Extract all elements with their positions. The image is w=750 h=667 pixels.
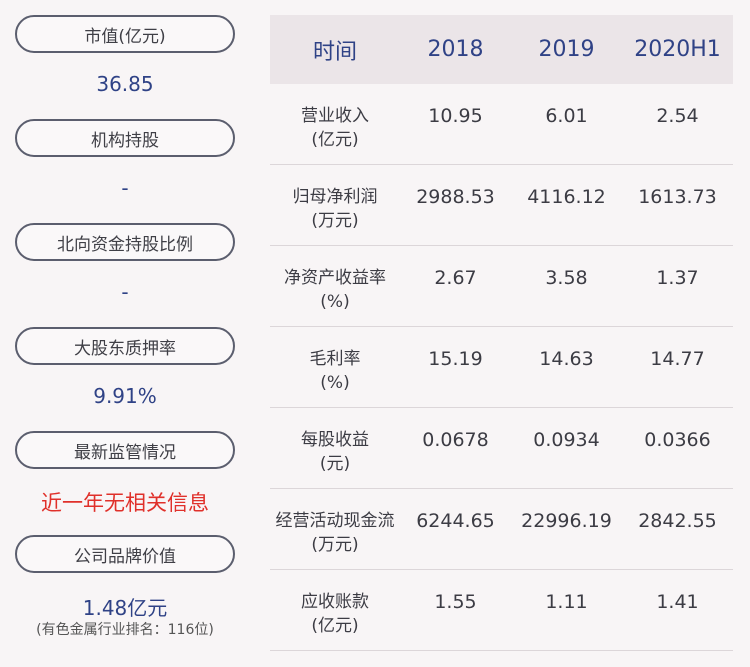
table-cell: 6.01	[545, 105, 588, 127]
table-row: 每股收益 (元) 0.0678 0.0934 0.0366	[270, 408, 733, 489]
header-2020h1: 2020H1	[634, 37, 721, 62]
row-label: 毛利率 (%)	[309, 349, 361, 393]
table-cell: 0.0366	[644, 429, 711, 451]
row-label: 应收账款 (亿元)	[301, 592, 369, 636]
table-row: 经营活动现金流 (万元) 6244.65 22996.19 2842.55	[270, 489, 733, 570]
table-cell: 22996.19	[521, 510, 612, 532]
pledge-ratio-value: 9.91%	[93, 384, 157, 408]
table-row: 营业收入 (亿元) 10.95 6.01 2.54	[270, 84, 733, 165]
table-cell: 14.77	[650, 348, 705, 370]
table-cell: 2988.53	[416, 186, 495, 208]
institutional-holding-value: -	[121, 176, 129, 200]
market-cap-label: 市值(亿元)	[15, 15, 235, 53]
row-label: 归母净利润 (万元)	[292, 187, 378, 231]
table-cell: 1.11	[545, 591, 588, 613]
row-label: 每股收益 (元)	[301, 430, 369, 474]
table-cell: 2.67	[434, 267, 477, 289]
header-period: 时间	[312, 39, 357, 65]
table-cell: 1.41	[656, 591, 699, 613]
institutional-holding-label: 机构持股	[15, 119, 235, 157]
table-cell: 0.0934	[533, 429, 600, 451]
header-2019: 2019	[538, 37, 595, 62]
table-cell: 1.55	[434, 591, 477, 613]
table-row: 净资产收益率 (%) 2.67 3.58 1.37	[270, 246, 733, 327]
table-cell: 3.58	[545, 267, 588, 289]
header-2018: 2018	[427, 37, 484, 62]
northbound-holding-label: 北向资金持股比例	[15, 223, 235, 261]
row-label: 净资产收益率 (%)	[284, 268, 386, 312]
table-cell: 6244.65	[416, 510, 495, 532]
table-cell: 0.0678	[422, 429, 489, 451]
row-label: 经营活动现金流 (万元)	[275, 511, 395, 555]
regulatory-status-value: 近一年无相关信息	[41, 491, 209, 515]
regulatory-status-label: 最新监管情况	[15, 431, 235, 469]
table-row: 毛利率 (%) 15.19 14.63 14.77	[270, 327, 733, 408]
northbound-holding-value: -	[121, 280, 129, 304]
market-cap-value: 36.85	[96, 72, 154, 96]
table-row: 应收账款 (亿元) 1.55 1.11 1.41	[270, 570, 733, 651]
table-cell: 2842.55	[638, 510, 717, 532]
table-cell: 4116.12	[527, 186, 606, 208]
table-header: 时间 2018 2019 2020H1	[270, 15, 733, 84]
brand-value-value: 1.48亿元	[82, 596, 168, 620]
table-cell: 10.95	[428, 105, 483, 127]
table-cell: 2.54	[656, 105, 699, 127]
financial-table: 时间 2018 2019 2020H1 营业收入 (亿元) 10.95 6.01 …	[270, 15, 733, 651]
table-cell: 14.63	[539, 348, 594, 370]
table-cell: 1.37	[656, 267, 699, 289]
left-panel: 市值(亿元) 36.85 机构持股 - 北向资金持股比例 - 大股东质押率 9.…	[0, 0, 250, 667]
row-label: 营业收入 (亿元)	[301, 106, 369, 150]
brand-rank-note: (有色金属行业排名：116位)	[36, 622, 214, 638]
table-cell: 1613.73	[638, 186, 717, 208]
table-row: 归母净利润 (万元) 2988.53 4116.12 1613.73	[270, 165, 733, 246]
pledge-ratio-label: 大股东质押率	[15, 327, 235, 365]
table-cell: 15.19	[428, 348, 483, 370]
brand-value-label: 公司品牌价值	[15, 535, 235, 573]
